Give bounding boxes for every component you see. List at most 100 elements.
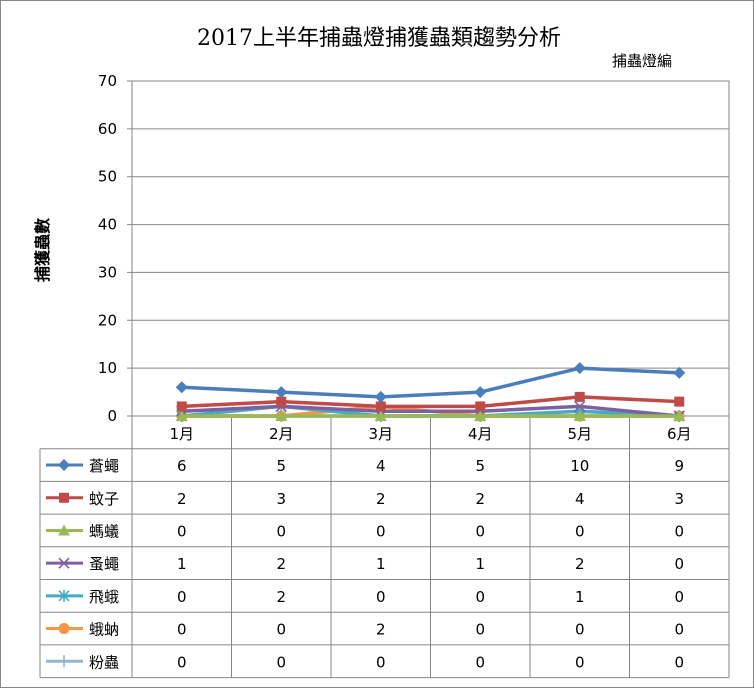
x-category-label: 3月 — [368, 425, 393, 443]
data-table-value: 2 — [376, 490, 386, 508]
series-line — [181, 395, 680, 409]
y-tick-label: 10 — [98, 359, 117, 377]
legend-label: 螞蟻 — [89, 522, 119, 540]
data-table-value: 0 — [475, 522, 485, 540]
data-table-value: 2 — [376, 621, 386, 639]
data-point — [674, 396, 685, 407]
data-table-value: 0 — [674, 621, 684, 639]
data-point — [474, 386, 487, 399]
data-point — [673, 366, 686, 379]
data-table-value: 0 — [674, 522, 684, 540]
y-tick-label: 50 — [98, 168, 117, 186]
data-table-value: 0 — [674, 555, 684, 573]
data-table-value: 3 — [674, 490, 684, 508]
data-point — [375, 401, 386, 412]
data-table-value: 9 — [674, 457, 684, 475]
x-category-label: 4月 — [468, 425, 493, 443]
data-table-value: 0 — [475, 588, 485, 606]
data-point — [673, 410, 686, 421]
data-table-value: 5 — [276, 457, 286, 475]
plot-border — [131, 80, 730, 417]
data-table-value: 2 — [475, 490, 485, 508]
series-line — [181, 404, 680, 418]
y-tick-label: 30 — [98, 263, 117, 281]
x-category-label: 1月 — [169, 425, 194, 443]
y-tick-label: 0 — [107, 407, 117, 425]
data-table-value: 0 — [674, 653, 684, 671]
data-table-value: 0 — [575, 522, 585, 540]
chart-subtitle: 捕蟲燈編 — [612, 52, 672, 70]
data-table-value: 0 — [376, 522, 386, 540]
data-table-value: 1 — [575, 588, 585, 606]
data-table-value: 0 — [475, 653, 485, 671]
legend-label: 飛蛾 — [89, 588, 119, 606]
y-tick-label: 40 — [98, 216, 117, 234]
chart-title: 2017上半年捕蟲燈捕獲蟲類趨勢分析 — [197, 26, 561, 51]
data-point — [475, 401, 486, 412]
data-table-value: 0 — [376, 653, 386, 671]
data-table-value: 2 — [177, 490, 187, 508]
data-point — [275, 386, 288, 399]
x-category-label: 2月 — [269, 425, 294, 443]
data-point — [474, 410, 487, 421]
data-point — [574, 400, 586, 412]
y-axis-label: 捕獲蟲數 — [33, 218, 52, 282]
data-point — [58, 557, 70, 569]
data-point — [175, 381, 188, 394]
y-tick-label: 20 — [98, 311, 117, 329]
data-point — [276, 396, 287, 407]
series-line — [181, 366, 680, 399]
data-point — [374, 390, 387, 403]
legend-label: 蛾蚋 — [89, 621, 119, 639]
legend-label: 蚊子 — [89, 490, 119, 508]
data-point — [275, 410, 288, 421]
data-point — [58, 623, 70, 635]
data-table-value: 0 — [177, 588, 187, 606]
series-3 — [175, 410, 686, 421]
series-2 — [176, 391, 685, 412]
data-table-value: 0 — [376, 588, 386, 606]
data-table-value: 1 — [475, 555, 485, 573]
data-table-value: 6 — [177, 457, 187, 475]
series-1 — [175, 362, 686, 403]
data-point — [58, 655, 70, 668]
data-table-value: 2 — [575, 555, 585, 573]
data-table-value: 0 — [276, 621, 286, 639]
data-table-value: 0 — [177, 522, 187, 540]
data-table-value: 3 — [276, 490, 286, 508]
data-table-value: 0 — [475, 621, 485, 639]
data-table-value: 1 — [376, 555, 386, 573]
data-table-value: 1 — [177, 555, 187, 573]
data-table-value: 0 — [674, 588, 684, 606]
data-table-value: 4 — [575, 490, 585, 508]
data-point — [59, 492, 69, 503]
data-point — [176, 401, 187, 412]
data-table-value: 10 — [570, 457, 589, 475]
data-table-value: 0 — [177, 621, 187, 639]
data-point — [573, 362, 586, 375]
data-table-value: 0 — [575, 621, 585, 639]
data-table-value: 2 — [276, 588, 286, 606]
data-point — [58, 589, 70, 602]
y-tick-label: 60 — [98, 120, 117, 138]
data-table-value: 0 — [276, 653, 286, 671]
data-table-value: 0 — [575, 653, 585, 671]
data-point — [573, 410, 586, 421]
data-point — [175, 410, 188, 421]
data-point — [58, 524, 70, 536]
data-point — [58, 459, 70, 472]
legend-label: 蚤蠅 — [89, 555, 119, 573]
data-table-value: 0 — [276, 522, 286, 540]
data-point — [574, 391, 585, 402]
x-category-label: 5月 — [567, 425, 592, 443]
data-table-value: 0 — [177, 653, 187, 671]
data-table-value: 4 — [376, 457, 386, 475]
x-category-label: 6月 — [667, 425, 692, 443]
data-point — [374, 410, 387, 421]
legend-label: 蒼蠅 — [89, 457, 119, 475]
legend-label: 粉蟲 — [89, 653, 119, 671]
data-table-value: 2 — [276, 555, 286, 573]
